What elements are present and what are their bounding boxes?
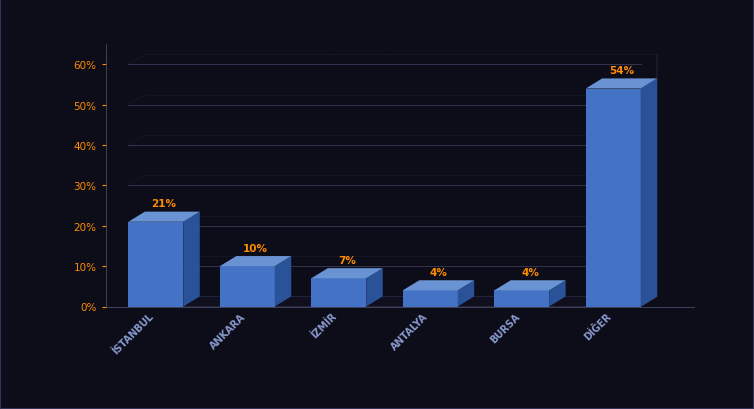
Polygon shape	[403, 291, 458, 307]
Polygon shape	[128, 212, 200, 222]
Text: 54%: 54%	[609, 66, 634, 76]
Polygon shape	[366, 268, 383, 307]
Polygon shape	[128, 297, 657, 307]
Text: 21%: 21%	[152, 199, 176, 209]
Polygon shape	[495, 281, 566, 291]
Text: 4%: 4%	[521, 267, 539, 277]
Polygon shape	[128, 222, 183, 307]
Polygon shape	[220, 267, 274, 307]
Polygon shape	[220, 256, 291, 267]
Polygon shape	[183, 212, 200, 307]
Polygon shape	[458, 281, 474, 307]
Polygon shape	[311, 268, 383, 279]
Text: 7%: 7%	[338, 255, 356, 265]
Polygon shape	[403, 281, 474, 291]
Text: 4%: 4%	[430, 267, 447, 277]
Polygon shape	[495, 291, 549, 307]
Text: 10%: 10%	[243, 243, 268, 253]
Polygon shape	[549, 281, 566, 307]
Polygon shape	[586, 89, 641, 307]
Polygon shape	[311, 279, 366, 307]
Polygon shape	[274, 256, 291, 307]
Polygon shape	[586, 79, 657, 89]
Polygon shape	[641, 79, 657, 307]
